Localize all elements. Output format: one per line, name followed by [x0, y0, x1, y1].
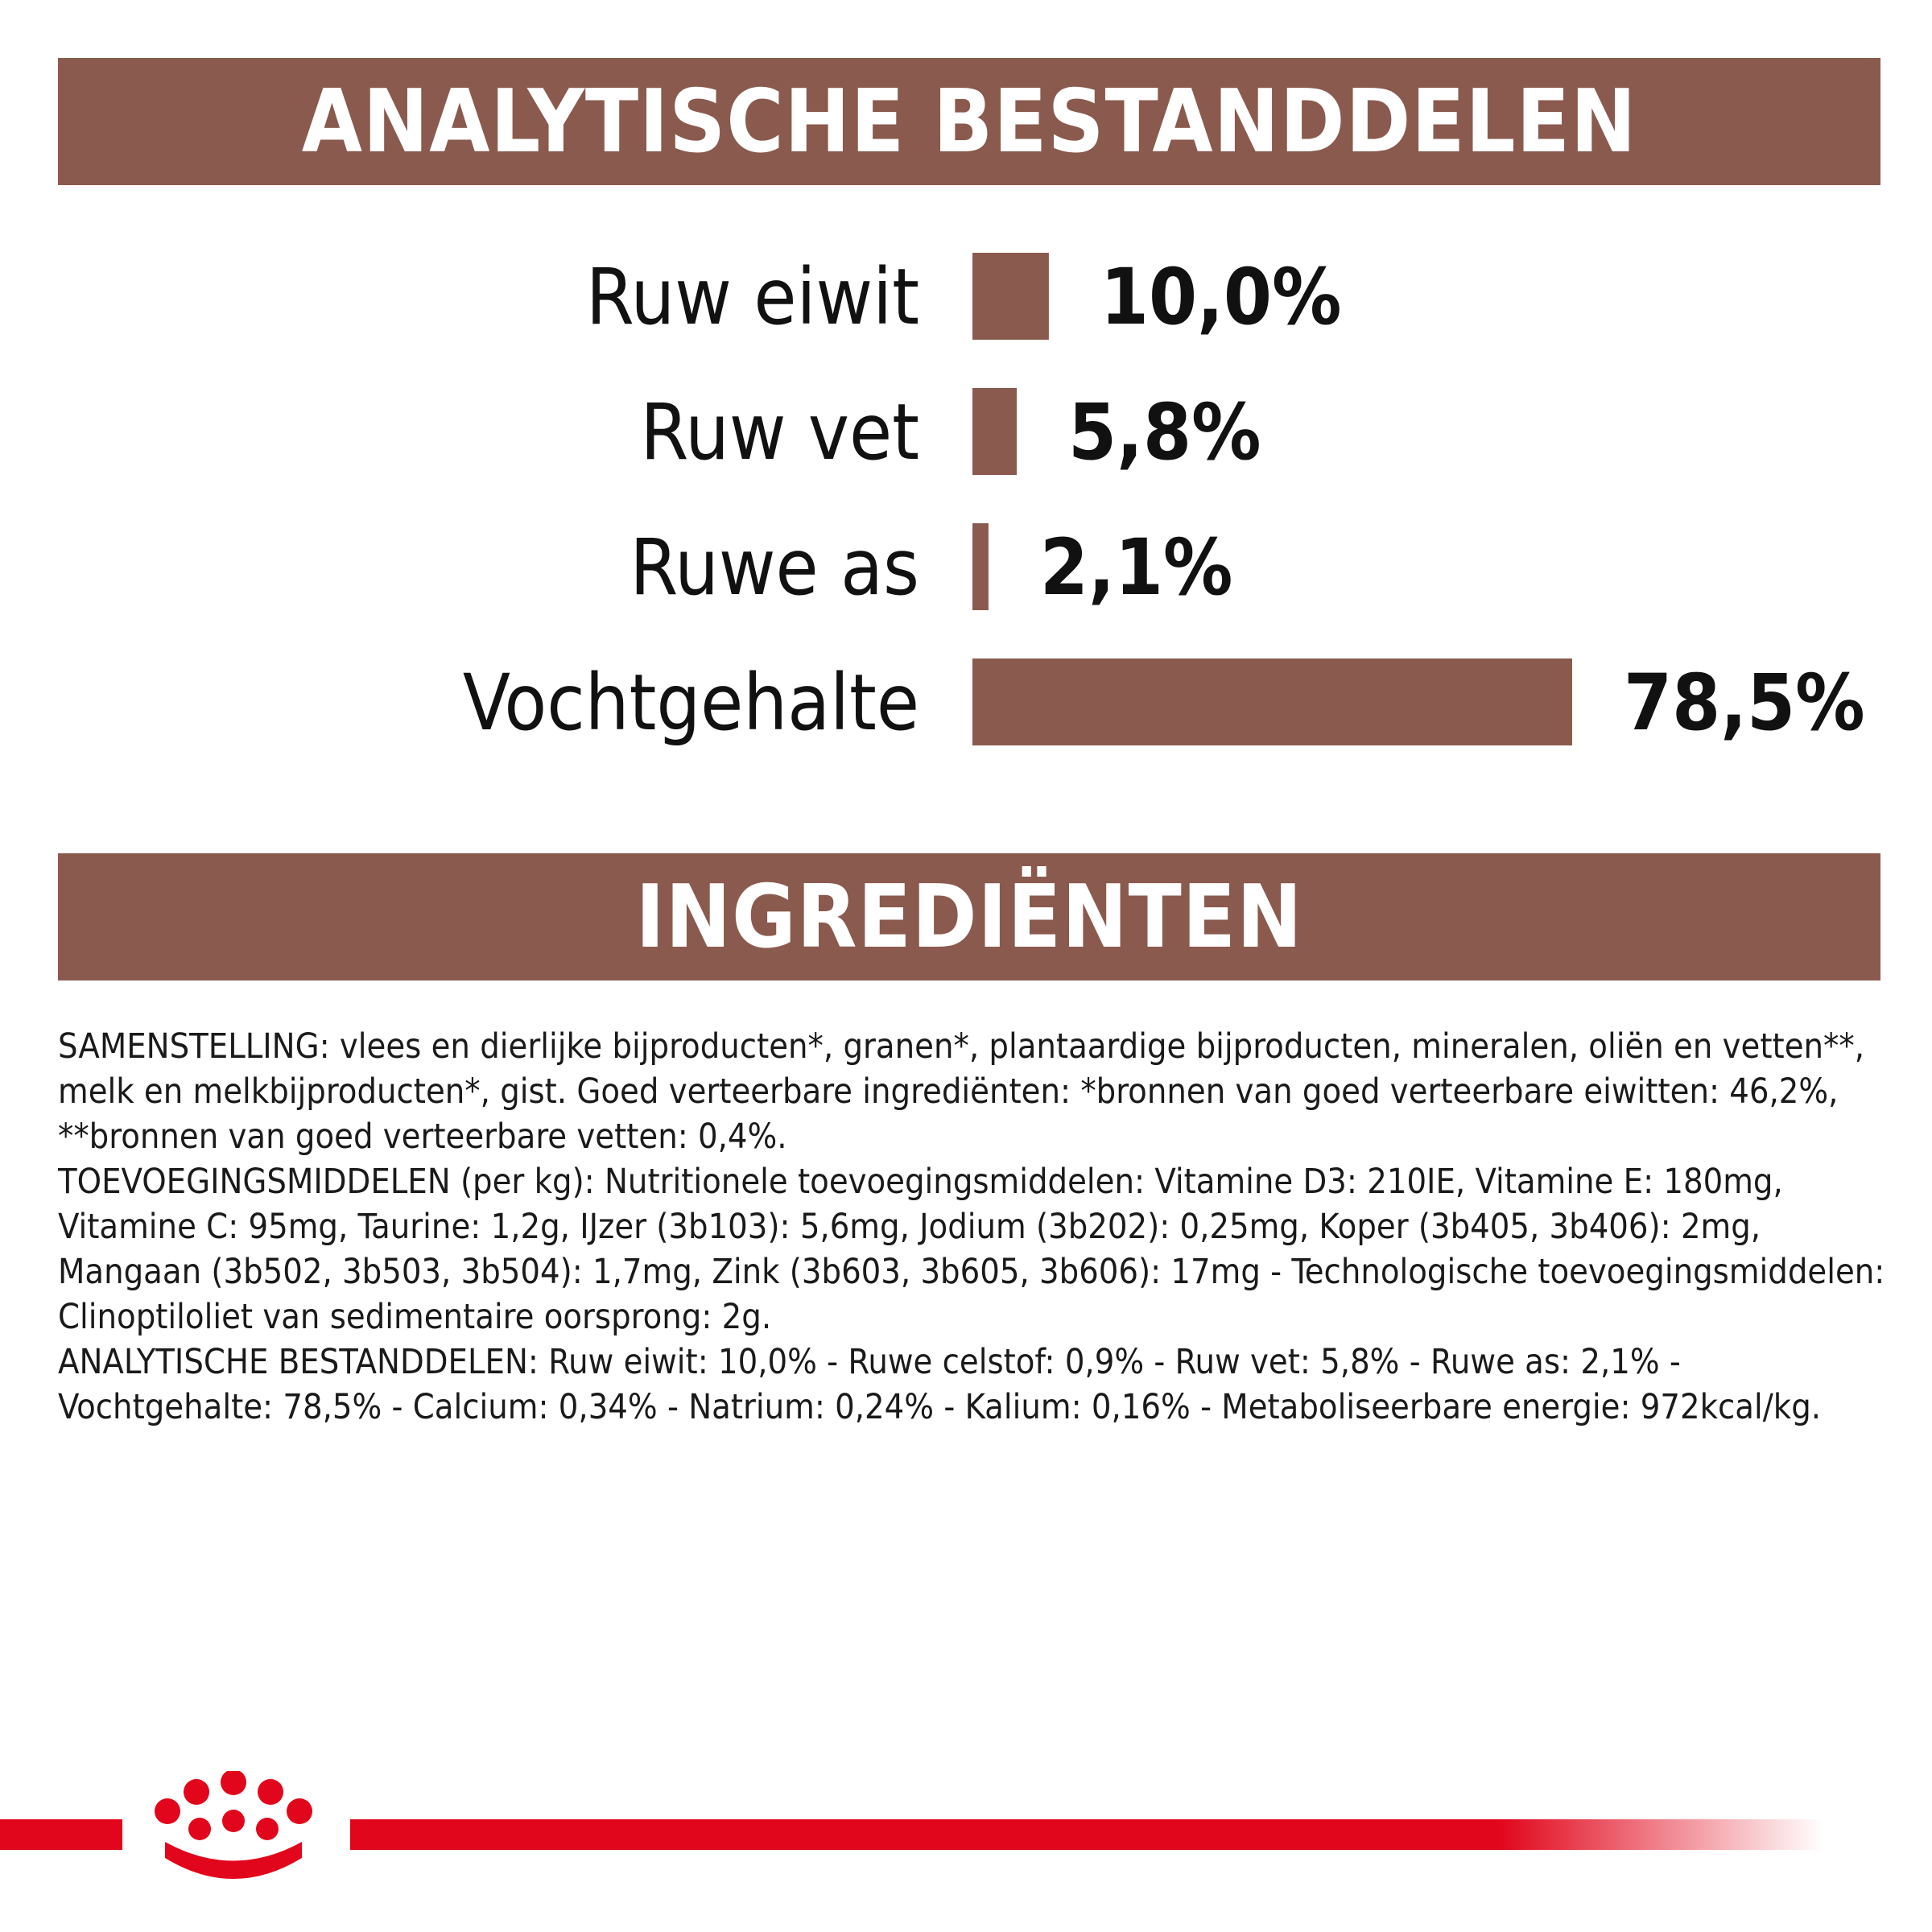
analytical-paragraph: ANALYTISCHE BESTANDDELEN: Ruw eiwit: 10,… [58, 1342, 1822, 1427]
bar-ruwe-as [972, 523, 989, 610]
value-label-ruw-eiwit: 10,0% [1100, 252, 1342, 342]
category-label-ruw-eiwit: Ruw eiwit [586, 252, 919, 342]
ingredients-text: SAMENSTELLING: vlees en dierlijke bijpro… [58, 1024, 1901, 1430]
category-label-ruw-vet: Ruw vet [640, 387, 919, 477]
ingredients-title-banner: INGREDIËNTEN [58, 853, 1880, 980]
category-label-ruwe-as: Ruwe as [630, 522, 919, 613]
analytics-bar-chart: Ruw eiwit 10,0% Ruw vet 5,8% Ruwe as 2,1% Voch… [463, 252, 1865, 748]
composition-paragraph: SAMENSTELLING: vlees en dierlijke bijpro… [58, 1026, 1864, 1157]
value-label-ruwe-as: 2,1% [1040, 522, 1233, 613]
analytics-title: ANALYTISCHE BESTANDDELEN [301, 71, 1637, 172]
bar-vochtgehalte [972, 658, 1572, 745]
bar-ruw-eiwit [972, 253, 1049, 340]
additives-paragraph: TOEVOEGINGSMIDDELEN (per kg): Nutritione… [58, 1162, 1885, 1337]
analytics-title-banner: ANALYTISCHE BESTANDDELEN [58, 58, 1880, 185]
brand-line-right [350, 1819, 1823, 1850]
brand-footer [0, 1771, 1823, 1879]
royal-canin-crown-logo-icon [155, 1771, 312, 1879]
value-label-vochtgehalte: 78,5% [1624, 658, 1865, 748]
value-label-ruw-vet: 5,8% [1068, 387, 1261, 477]
bar-ruw-vet [972, 388, 1018, 475]
brand-line-left [0, 1819, 122, 1850]
ingredients-title: INGREDIËNTEN [635, 866, 1303, 968]
category-label-vochtgehalte: Vochtgehalte [463, 658, 919, 748]
